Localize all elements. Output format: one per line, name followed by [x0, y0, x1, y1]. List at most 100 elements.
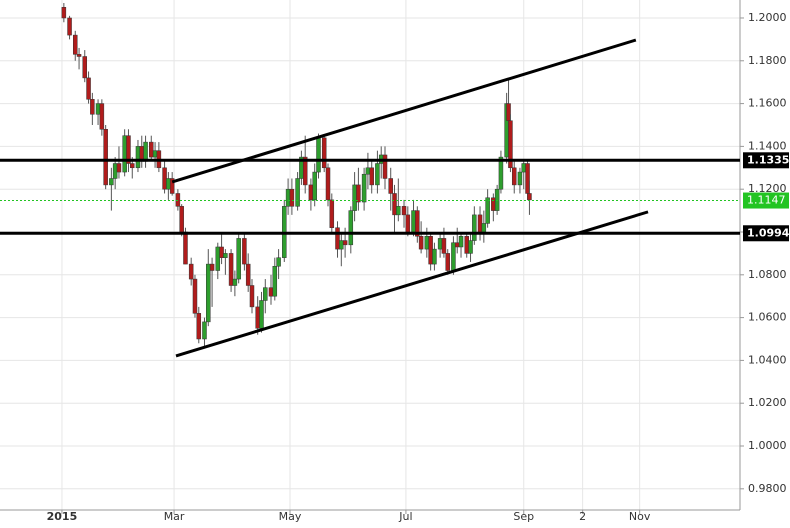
candle-body: [325, 167, 331, 201]
candle-body: [392, 193, 397, 216]
candle-body: [481, 223, 487, 233]
candle-body: [285, 188, 291, 207]
candle-body: [525, 163, 530, 194]
candle-body: [356, 184, 361, 203]
current-price-label: 1.1147: [747, 194, 786, 207]
candle-body: [67, 17, 72, 36]
candle-body: [152, 150, 158, 158]
candle-body: [209, 263, 215, 271]
candle-body: [255, 306, 260, 329]
candle-body: [122, 135, 127, 173]
candle-body: [302, 156, 308, 186]
x-tick-label: Nov: [629, 510, 651, 523]
level-label-box: [743, 152, 789, 169]
candle-body: [401, 206, 407, 216]
candle-body: [365, 167, 371, 175]
candle-body: [428, 236, 433, 265]
candle-body: [316, 137, 321, 173]
candle-body: [388, 178, 393, 194]
candle-body: [506, 103, 511, 121]
candle-body: [375, 163, 380, 186]
x-tick-label: Sep: [513, 510, 534, 523]
x-tick-label: Jul: [398, 510, 412, 523]
candle-body: [61, 7, 67, 19]
candle-body: [183, 231, 188, 265]
candle-body: [464, 236, 469, 254]
candle-body: [236, 238, 241, 280]
candle-body: [219, 246, 224, 258]
candle-body: [202, 321, 207, 340]
candle-body: [321, 137, 327, 169]
candle-body: [527, 193, 532, 201]
trendline: [175, 210, 649, 358]
candle-body: [424, 236, 430, 250]
trendline: [171, 38, 637, 184]
level-label-box: [743, 225, 789, 242]
candle-body: [494, 188, 500, 211]
candle-body: [511, 167, 517, 186]
candle-body: [242, 238, 247, 265]
level-label: 1.1335: [747, 153, 789, 166]
candle-body: [468, 240, 473, 254]
candle-body: [369, 167, 374, 186]
candle-body: [454, 242, 460, 248]
candle-body: [477, 214, 483, 233]
candle-body: [135, 146, 141, 169]
candle-body: [196, 313, 202, 340]
candle-body: [491, 197, 496, 211]
candle-body: [361, 173, 367, 203]
candle-body: [82, 56, 88, 79]
candle-body: [179, 206, 184, 233]
candle-body: [259, 300, 264, 329]
current-price-box: [743, 192, 789, 209]
candle-body: [396, 206, 401, 216]
candle-body: [103, 129, 108, 186]
candle-body: [308, 184, 314, 201]
candle-body: [312, 171, 317, 201]
candle-body: [485, 197, 490, 224]
candle-body: [411, 210, 416, 233]
candle-body: [86, 77, 91, 100]
candle-body: [99, 103, 105, 130]
candle-body: [215, 246, 221, 271]
candle-body: [432, 248, 437, 265]
candle-body: [228, 253, 234, 286]
candle-body: [263, 287, 268, 301]
candle-body: [517, 171, 523, 186]
candle-body: [352, 184, 357, 211]
candle-body: [268, 287, 274, 297]
candle-body: [329, 199, 335, 228]
candle-body: [335, 227, 340, 250]
candle-body: [109, 178, 114, 186]
y-tick-label: 1.0400: [748, 353, 787, 366]
candle-body: [90, 99, 95, 115]
candle-body: [192, 278, 198, 314]
candle-body: [188, 263, 194, 280]
candle-body: [126, 135, 131, 164]
candle-body: [415, 210, 420, 237]
candle-body: [382, 154, 388, 179]
y-tick-label: 1.0000: [748, 439, 787, 452]
candle-body: [445, 253, 450, 271]
candle-body: [521, 163, 526, 173]
candle-body: [76, 54, 82, 57]
candle-body: [508, 120, 513, 169]
candle-body: [289, 188, 295, 207]
candle-body: [418, 236, 424, 250]
candle-body: [130, 163, 135, 169]
x-tick-label: Mar: [164, 510, 185, 523]
y-tick-label: 1.1600: [748, 97, 787, 110]
candle-body: [348, 210, 354, 246]
candle-body: [95, 103, 101, 115]
y-tick-label: 1.1200: [748, 182, 787, 195]
y-tick-label: 1.1400: [748, 139, 787, 152]
candle-body: [112, 163, 118, 179]
candle-body: [276, 257, 281, 267]
candle-body: [405, 214, 411, 233]
candle-body: [498, 156, 504, 190]
candle-body: [437, 238, 443, 250]
candle-body: [451, 242, 456, 271]
candle-body: [169, 178, 175, 194]
candle-body: [116, 163, 122, 173]
